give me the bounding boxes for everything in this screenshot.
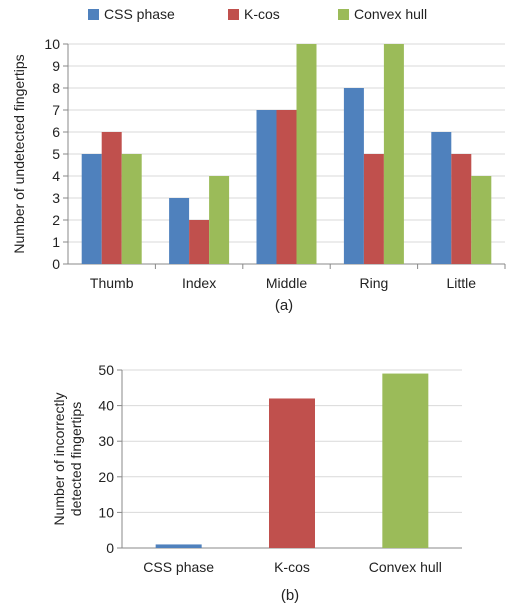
bar-thumb-css-phase bbox=[81, 154, 102, 264]
legend-swatch bbox=[228, 9, 239, 20]
bar-convex-hull bbox=[382, 373, 429, 548]
chart-a: 0 1 2 3 4 5 6 7 8 9 10 Thumb Index Middle Ring Little Nu… bbox=[11, 6, 506, 314]
y-tick-label: 5 bbox=[52, 146, 60, 162]
y-tick-label: 30 bbox=[98, 433, 114, 449]
x-tick-label: CSS phase bbox=[143, 559, 214, 575]
y-tick-label: 3 bbox=[52, 190, 60, 206]
y-tick-label: 40 bbox=[98, 398, 114, 414]
y-tick-label: 1 bbox=[52, 234, 60, 250]
x-tick-label: Middle bbox=[266, 275, 307, 291]
x-tick-label: Index bbox=[182, 275, 216, 291]
bar-ring-css-phase bbox=[343, 88, 364, 264]
legend-label: CSS phase bbox=[104, 6, 175, 22]
y-tick-label: 0 bbox=[106, 540, 114, 556]
bar-index-css-phase bbox=[169, 198, 190, 264]
bar-middle-k-cos bbox=[276, 110, 297, 264]
y-axis-label-line: detected fingertips bbox=[68, 402, 84, 516]
bar-little-convex-hull bbox=[471, 176, 492, 264]
chart-b: 0 10 20 30 40 50 CSS phase K-cos Convex hull Numb… bbox=[51, 362, 462, 604]
bar-thumb-k-cos bbox=[101, 132, 122, 264]
bar-middle-convex-hull bbox=[296, 44, 317, 264]
caption-a: (a) bbox=[275, 297, 293, 314]
y-tick-label: 10 bbox=[44, 36, 60, 52]
caption-b: (b) bbox=[281, 587, 299, 604]
bar-ring-k-cos bbox=[363, 154, 384, 264]
y-tick-label: 20 bbox=[98, 469, 114, 485]
y-tick-label: 4 bbox=[52, 168, 60, 184]
y-axis-label: Number of undetected fingertips bbox=[11, 54, 27, 253]
y-tick-label: 50 bbox=[98, 362, 114, 378]
x-tick-label: K-cos bbox=[274, 559, 310, 575]
bar-css-phase bbox=[155, 544, 202, 548]
x-tick-label: Thumb bbox=[90, 275, 134, 291]
bar-k-cos bbox=[269, 398, 315, 548]
y-tick-label: 10 bbox=[98, 504, 114, 520]
y-axis-label-line: Number of incorrectly bbox=[51, 392, 67, 525]
legend-label: K-cos bbox=[244, 6, 280, 22]
legend-swatch bbox=[338, 9, 349, 20]
y-tick-label: 2 bbox=[52, 212, 60, 228]
y-tick-label: 8 bbox=[52, 80, 60, 96]
y-tick-label: 9 bbox=[52, 58, 60, 74]
bar-ring-convex-hull bbox=[383, 44, 404, 264]
x-tick-label: Convex hull bbox=[369, 559, 442, 575]
bar-little-k-cos bbox=[451, 154, 472, 264]
y-tick-label: 0 bbox=[52, 256, 60, 272]
bar-thumb-convex-hull bbox=[121, 154, 142, 264]
bar-little-css-phase bbox=[431, 132, 452, 264]
y-axis-label: Number of incorrectlydetected fingertips bbox=[51, 392, 84, 525]
bar-index-k-cos bbox=[189, 220, 210, 264]
bar-index-convex-hull bbox=[209, 176, 230, 264]
legend-swatch bbox=[88, 9, 99, 20]
x-tick-label: Ring bbox=[360, 275, 389, 291]
y-tick-label: 7 bbox=[52, 102, 60, 118]
legend-label: Convex hull bbox=[354, 6, 427, 22]
bar-middle-css-phase bbox=[256, 110, 277, 264]
y-tick-label: 6 bbox=[52, 124, 60, 140]
x-tick-label: Little bbox=[447, 275, 477, 291]
